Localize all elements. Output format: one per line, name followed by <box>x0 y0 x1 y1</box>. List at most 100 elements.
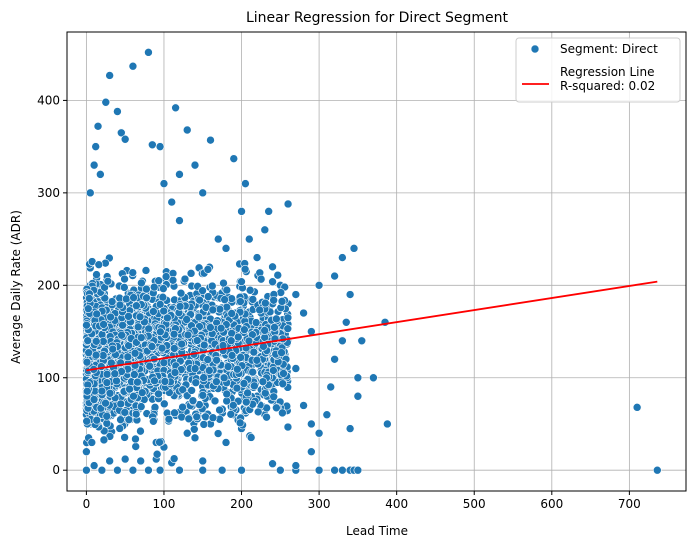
data-point <box>353 373 363 383</box>
y-axis-label: Average Daily Rate (ADR) <box>9 210 23 364</box>
data-point <box>221 438 231 447</box>
data-point <box>152 449 162 459</box>
data-point <box>106 312 115 322</box>
data-point <box>102 419 112 428</box>
data-point <box>183 330 193 340</box>
data-point <box>260 225 270 235</box>
data-point <box>203 265 213 274</box>
data-point <box>84 294 94 303</box>
data-point <box>83 304 93 313</box>
data-point <box>184 414 194 424</box>
data-point <box>190 160 200 170</box>
data-point <box>113 465 122 475</box>
data-point <box>93 121 103 131</box>
data-point <box>120 433 129 442</box>
data-point <box>102 411 112 421</box>
data-point <box>124 312 133 321</box>
data-point <box>215 405 224 415</box>
data-point <box>99 320 108 329</box>
data-point <box>115 300 125 310</box>
data-point <box>190 364 200 373</box>
data-point <box>632 403 642 412</box>
data-point <box>82 320 91 330</box>
data-point <box>82 416 92 426</box>
data-point <box>124 415 134 424</box>
data-point <box>177 339 186 349</box>
y-axis: 0 100 200 300 400 <box>37 93 67 477</box>
data-point <box>330 354 339 364</box>
data-point <box>129 391 138 401</box>
data-point <box>154 389 163 399</box>
data-point <box>278 408 287 418</box>
data-point <box>383 419 392 429</box>
data-point <box>330 271 339 281</box>
regression-line-group <box>86 280 658 372</box>
data-point <box>110 369 120 379</box>
data-point <box>198 456 208 466</box>
data-point <box>246 433 256 442</box>
data-point <box>144 465 153 475</box>
data-point <box>120 408 130 417</box>
data-point <box>212 355 221 365</box>
data-point <box>194 312 204 322</box>
data-point <box>212 377 221 386</box>
data-point <box>273 270 283 280</box>
data-point <box>169 454 179 463</box>
data-point <box>141 266 151 275</box>
y-tick-label: 300 <box>37 186 60 200</box>
data-point <box>199 420 209 429</box>
data-point <box>190 433 200 443</box>
data-point <box>149 307 158 316</box>
data-point <box>115 424 125 433</box>
x-tick-label: 100 <box>153 497 176 511</box>
data-point <box>260 326 269 335</box>
data-point <box>155 300 165 309</box>
data-point <box>291 364 301 373</box>
data-point <box>98 351 108 360</box>
data-point <box>182 428 192 438</box>
data-point <box>216 323 226 333</box>
y-tick-label: 200 <box>37 278 60 292</box>
data-point <box>261 388 270 398</box>
data-point <box>199 340 209 350</box>
data-point <box>192 336 202 345</box>
data-point <box>255 305 264 315</box>
data-point <box>208 305 218 315</box>
data-point <box>182 125 192 135</box>
data-point <box>276 465 285 475</box>
legend-label-scatter: Segment: Direct <box>560 42 658 56</box>
data-point <box>219 373 229 383</box>
data-point <box>229 154 239 163</box>
data-point <box>192 412 202 422</box>
data-point <box>261 298 270 308</box>
x-axis-label: Lead Time <box>346 524 408 538</box>
data-point <box>159 179 169 188</box>
data-point <box>160 377 170 386</box>
data-point <box>279 369 288 378</box>
data-point <box>369 373 378 383</box>
data-point <box>92 270 101 279</box>
y-tick-label: 0 <box>52 463 60 477</box>
data-point <box>198 188 208 198</box>
data-point <box>253 407 263 417</box>
x-axis: 0 100 200 300 400 500 600 700 <box>83 491 641 511</box>
data-point <box>227 351 237 360</box>
data-point <box>207 281 217 291</box>
data-point <box>82 357 92 367</box>
data-point <box>256 274 266 284</box>
data-point <box>131 442 141 451</box>
data-point <box>99 435 109 445</box>
data-point <box>105 456 114 466</box>
data-point <box>123 352 133 362</box>
data-point <box>210 396 220 406</box>
data-point <box>268 262 277 272</box>
data-point <box>161 272 171 281</box>
data-point <box>188 396 198 405</box>
data-point <box>277 297 287 306</box>
data-point <box>338 336 347 346</box>
data-point <box>158 292 168 302</box>
data-point <box>326 382 336 392</box>
data-point <box>226 336 236 346</box>
data-point <box>156 327 165 337</box>
data-point <box>132 301 141 311</box>
